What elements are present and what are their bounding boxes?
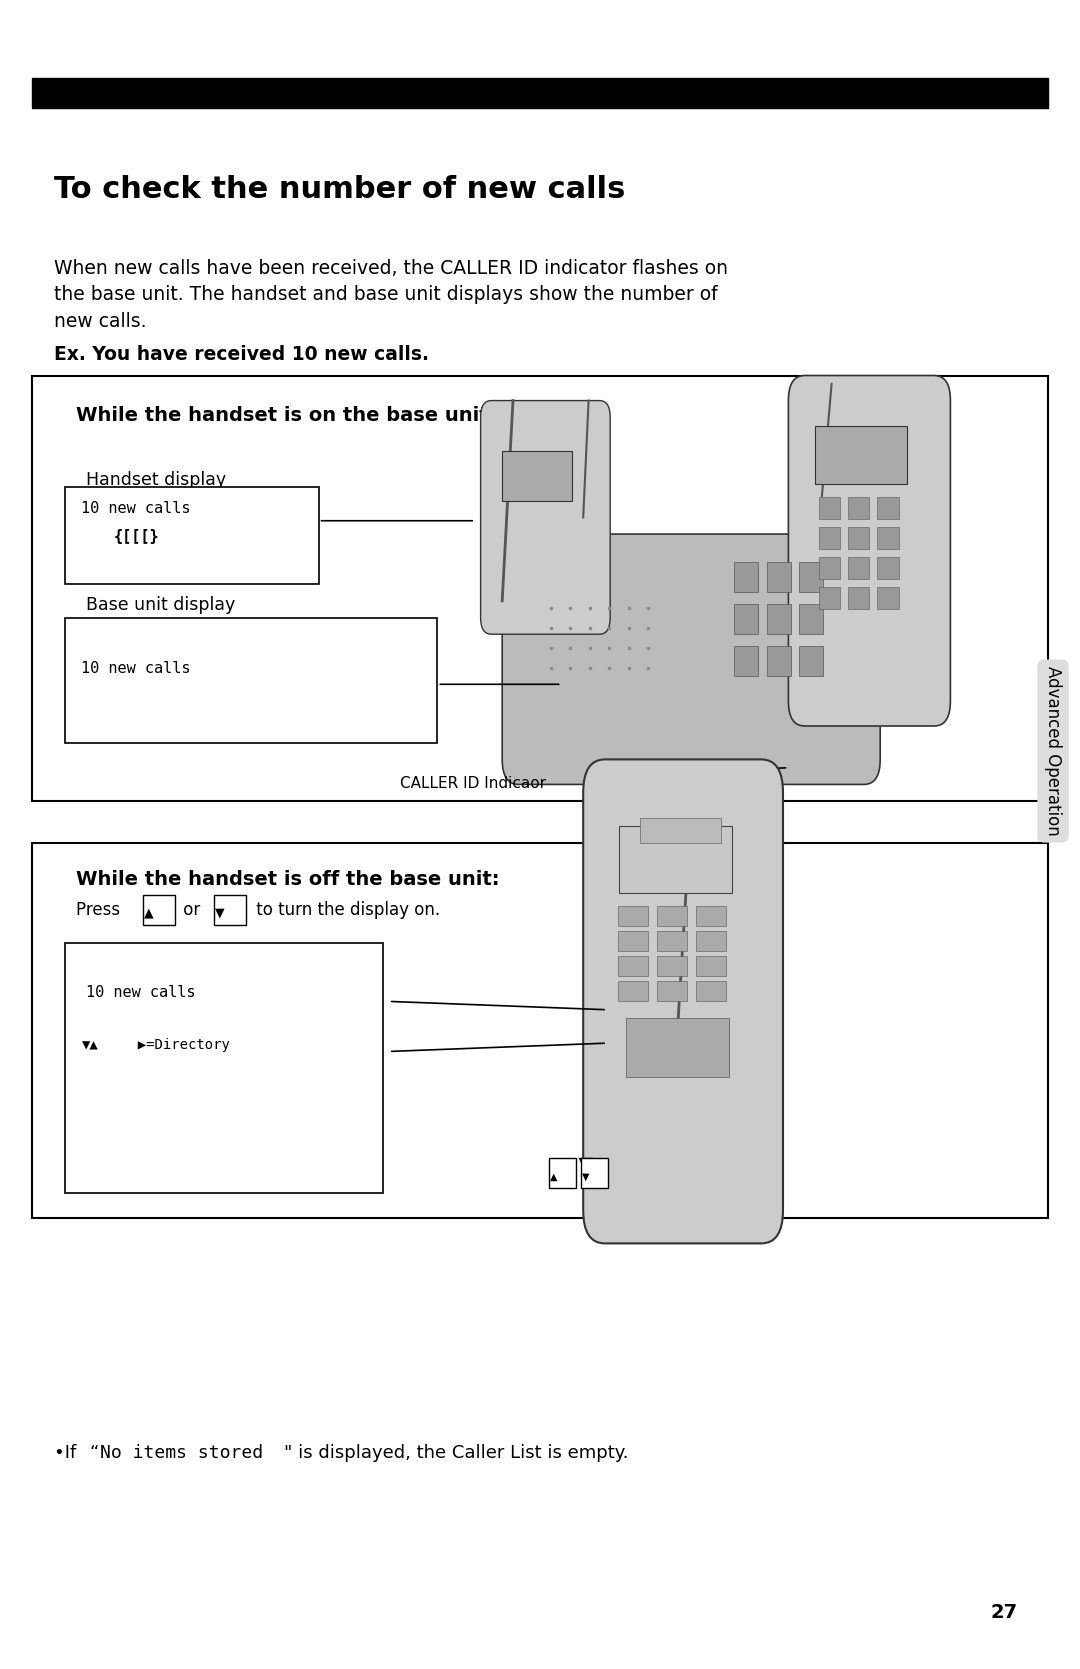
Bar [618,956,648,976]
Text: While the handset is off the base unit:: While the handset is off the base unit: [76,870,499,888]
Bar [657,956,687,976]
Text: Base unit display: Base unit display [86,596,235,614]
Bar [143,895,175,925]
Bar [848,527,869,549]
Bar [848,497,869,519]
Bar [65,618,437,743]
Bar [848,557,869,579]
Text: “: “ [90,1444,99,1462]
Text: Advanced Operation: Advanced Operation [1044,666,1062,836]
Text: 10 new calls: 10 new calls [81,661,190,676]
Bar [696,981,726,1001]
Bar [877,557,899,579]
Bar [734,604,758,634]
Bar [618,906,648,926]
Text: •If: •If [54,1444,82,1462]
Bar [819,497,840,519]
Bar [799,646,823,676]
Bar [214,895,246,925]
Bar [877,497,899,519]
Bar [549,1158,576,1188]
FancyBboxPatch shape [788,376,950,726]
Text: ▼▲: ▼▲ [82,1038,99,1051]
Text: Handset display: Handset display [86,471,227,489]
Bar [734,646,758,676]
Text: No items stored: No items stored [100,1444,264,1462]
Bar [65,943,383,1193]
Text: 10 new calls: 10 new calls [86,985,195,1000]
Bar [819,527,840,549]
Text: While the handset is on the base unit:: While the handset is on the base unit: [76,406,496,424]
Text: Press: Press [76,901,125,920]
Bar [819,587,840,609]
Bar [618,981,648,1001]
Bar [581,1158,608,1188]
FancyBboxPatch shape [481,401,610,634]
Bar [32,376,1048,801]
Bar [696,906,726,926]
Text: ▲: ▲ [550,1172,557,1182]
Bar [767,562,791,592]
Text: CALLER ID Indicaor: CALLER ID Indicaor [400,776,545,791]
Bar [819,557,840,579]
Bar [799,562,823,592]
Bar [799,604,823,634]
Bar [657,906,687,926]
Bar [618,931,648,951]
Bar [626,1018,729,1077]
Text: ▶=Directory: ▶=Directory [121,1038,230,1051]
Text: " is displayed, the Caller List is empty.: " is displayed, the Caller List is empty… [284,1444,629,1462]
Bar [848,587,869,609]
Text: Ex. You have received 10 new calls.: Ex. You have received 10 new calls. [54,345,429,364]
Text: to turn the display on.: to turn the display on. [251,901,440,920]
FancyBboxPatch shape [502,534,880,784]
Bar [815,426,907,484]
Bar [619,826,732,893]
Text: ▲: ▲ [144,906,153,920]
Text: To check the number of new calls: To check the number of new calls [54,175,625,204]
Text: 27: 27 [990,1604,1018,1622]
Text: ▼: ▼ [582,1172,590,1182]
Bar [640,818,721,843]
Text: {[[[}: {[[[} [113,529,159,544]
Bar [657,931,687,951]
Bar [502,451,572,501]
Bar [65,487,319,584]
Bar [696,931,726,951]
Bar [767,604,791,634]
Bar [734,562,758,592]
Bar [657,981,687,1001]
Bar [32,78,1048,108]
Bar [32,843,1048,1218]
Bar [877,587,899,609]
Bar [877,527,899,549]
Bar [696,956,726,976]
Text: ▼: ▼ [215,906,225,920]
Text: ▲, ▼: ▲, ▼ [551,1155,593,1173]
Text: or: or [178,901,205,920]
Text: When new calls have been received, the CALLER ID indicator flashes on
the base u: When new calls have been received, the C… [54,259,728,330]
Bar [767,646,791,676]
Text: 10 new calls: 10 new calls [81,501,190,516]
FancyBboxPatch shape [583,759,783,1243]
